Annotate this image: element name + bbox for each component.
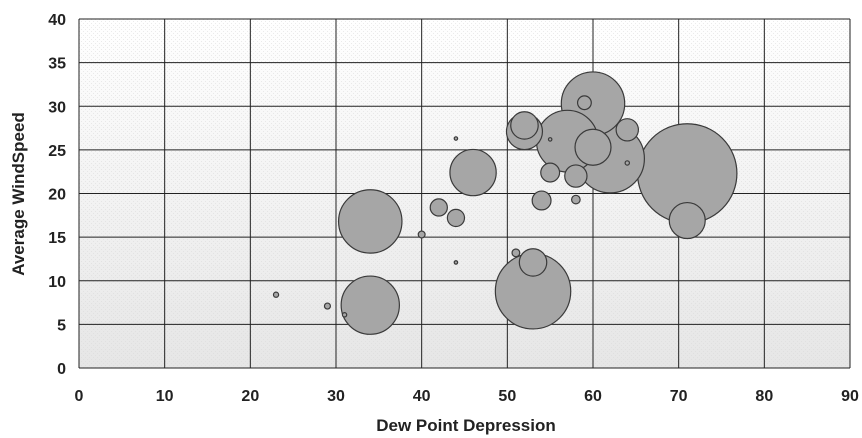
bubble-point — [337, 189, 403, 254]
bubble-point — [564, 164, 588, 188]
x-tick-label: 40 — [413, 388, 431, 405]
x-tick-label: 20 — [241, 388, 259, 405]
y-axis-title: Average WindSpeed — [9, 112, 28, 276]
x-axis-title: Dew Point Depression — [376, 416, 555, 435]
bubble-point — [453, 260, 459, 265]
bubble-point — [341, 312, 348, 318]
bubble-point — [511, 248, 521, 258]
x-axis-ticks: 0 10 20 30 40 50 60 70 80 90 — [75, 388, 859, 405]
bubble-point — [576, 95, 592, 111]
bubble-point — [574, 128, 612, 166]
bubble-point — [540, 162, 561, 183]
bubble-point — [449, 148, 497, 197]
y-tick-label: 0 — [57, 361, 66, 378]
bubble-point — [417, 230, 426, 239]
y-tick-label: 15 — [48, 230, 66, 247]
x-tick-label: 70 — [670, 388, 688, 405]
x-tick-label: 60 — [584, 388, 602, 405]
x-tick-label: 90 — [841, 388, 859, 405]
bubble-point — [615, 118, 640, 142]
bubble-point — [531, 190, 552, 211]
bubbles — [272, 71, 738, 335]
bubble-point — [570, 194, 581, 205]
y-tick-label: 40 — [48, 12, 66, 29]
bubble-point — [518, 248, 548, 277]
x-tick-label: 10 — [156, 388, 174, 405]
y-tick-label: 20 — [48, 187, 66, 204]
bubble-point — [323, 302, 332, 310]
bubble-point — [668, 201, 706, 240]
y-axis-ticks: 0 5 10 15 20 25 30 35 40 — [48, 12, 66, 378]
bubble-point — [624, 160, 631, 166]
bubble-point — [446, 208, 466, 228]
y-tick-label: 25 — [48, 143, 66, 160]
y-tick-label: 30 — [48, 99, 66, 116]
bubble-point — [340, 275, 400, 335]
bubble-point — [510, 111, 539, 140]
y-tick-label: 5 — [57, 317, 66, 334]
y-tick-label: 35 — [48, 56, 66, 73]
x-tick-label: 80 — [755, 388, 773, 405]
bubble-point — [547, 137, 553, 142]
bubble-point — [453, 136, 459, 141]
x-tick-label: 0 — [75, 388, 84, 405]
bubble-point — [272, 291, 280, 298]
bubble-point — [429, 198, 448, 217]
x-tick-label: 50 — [498, 388, 516, 405]
x-tick-label: 30 — [327, 388, 345, 405]
y-tick-label: 10 — [48, 274, 66, 291]
